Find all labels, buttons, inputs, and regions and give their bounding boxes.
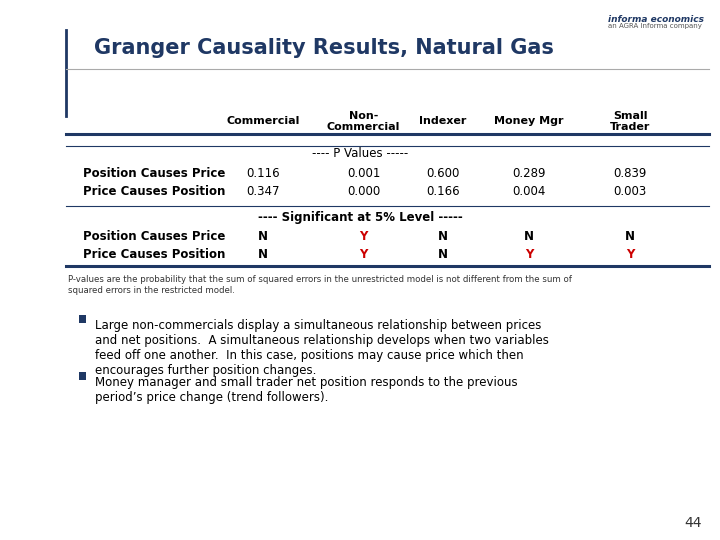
Text: Y: Y bbox=[626, 248, 634, 261]
Text: Price Causes Position: Price Causes Position bbox=[83, 185, 225, 198]
Text: 0.347: 0.347 bbox=[246, 185, 279, 198]
Text: informa economics: informa economics bbox=[608, 15, 704, 24]
Text: Small
Trader: Small Trader bbox=[610, 111, 650, 132]
Text: Price Causes Position: Price Causes Position bbox=[83, 248, 225, 261]
Text: Money Mgr: Money Mgr bbox=[495, 117, 564, 126]
Text: 0.003: 0.003 bbox=[613, 185, 647, 198]
Text: P-values are the probability that the sum of squared errors in the unrestricted : P-values are the probability that the su… bbox=[68, 275, 572, 295]
Text: Money manager and small trader net position responds to the previous
period’s pr: Money manager and small trader net posit… bbox=[95, 376, 518, 404]
Text: 0.166: 0.166 bbox=[426, 185, 459, 198]
Text: 0.001: 0.001 bbox=[347, 167, 380, 180]
Text: 44: 44 bbox=[685, 516, 702, 530]
Text: 0.289: 0.289 bbox=[513, 167, 546, 180]
Text: Granger Causality Results, Natural Gas: Granger Causality Results, Natural Gas bbox=[94, 37, 554, 58]
Text: 0.839: 0.839 bbox=[613, 167, 647, 180]
Text: ---- P Values -----: ---- P Values ----- bbox=[312, 147, 408, 160]
Text: Commercial: Commercial bbox=[226, 117, 300, 126]
Text: Y: Y bbox=[359, 230, 368, 243]
Text: an AGRA Informa company: an AGRA Informa company bbox=[608, 23, 702, 29]
Text: N: N bbox=[524, 230, 534, 243]
Text: Non-
Commercial: Non- Commercial bbox=[327, 111, 400, 132]
Text: Y: Y bbox=[359, 248, 368, 261]
Text: N: N bbox=[258, 230, 268, 243]
Text: N: N bbox=[438, 230, 448, 243]
Text: Large non-commercials display a simultaneous relationship between prices
and net: Large non-commercials display a simultan… bbox=[95, 319, 549, 377]
Text: Position Causes Price: Position Causes Price bbox=[83, 167, 225, 180]
Text: N: N bbox=[258, 248, 268, 261]
Text: ---- Significant at 5% Level -----: ---- Significant at 5% Level ----- bbox=[258, 211, 462, 224]
Text: 0.000: 0.000 bbox=[347, 185, 380, 198]
Text: 0.116: 0.116 bbox=[246, 167, 279, 180]
Text: N: N bbox=[438, 248, 448, 261]
Text: 0.004: 0.004 bbox=[513, 185, 546, 198]
Text: N: N bbox=[625, 230, 635, 243]
Text: Y: Y bbox=[525, 248, 534, 261]
Text: Position Causes Price: Position Causes Price bbox=[83, 230, 225, 243]
Text: Indexer: Indexer bbox=[419, 117, 467, 126]
Text: 0.600: 0.600 bbox=[426, 167, 459, 180]
